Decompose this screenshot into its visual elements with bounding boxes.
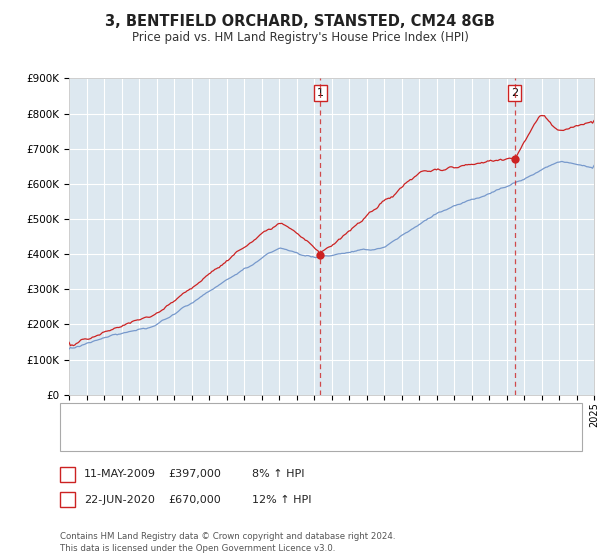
Text: 12% ↑ HPI: 12% ↑ HPI [252, 494, 311, 505]
Text: 8% ↑ HPI: 8% ↑ HPI [252, 469, 305, 479]
Text: 3, BENTFIELD ORCHARD, STANSTED, CM24 8GB (detached house): 3, BENTFIELD ORCHARD, STANSTED, CM24 8GB… [111, 412, 454, 422]
Text: £397,000: £397,000 [168, 469, 221, 479]
Text: 2: 2 [511, 88, 518, 98]
Text: 22-JUN-2020: 22-JUN-2020 [84, 494, 155, 505]
Text: Price paid vs. HM Land Registry's House Price Index (HPI): Price paid vs. HM Land Registry's House … [131, 31, 469, 44]
Text: 1: 1 [64, 469, 71, 479]
Text: Contains HM Land Registry data © Crown copyright and database right 2024.
This d: Contains HM Land Registry data © Crown c… [60, 533, 395, 553]
Text: 11-MAY-2009: 11-MAY-2009 [84, 469, 156, 479]
Text: HPI: Average price, detached house, Uttlesford: HPI: Average price, detached house, Uttl… [111, 434, 355, 444]
Text: 3, BENTFIELD ORCHARD, STANSTED, CM24 8GB: 3, BENTFIELD ORCHARD, STANSTED, CM24 8GB [105, 14, 495, 29]
Text: 2: 2 [64, 494, 71, 505]
Text: 1: 1 [317, 88, 324, 98]
Text: £670,000: £670,000 [168, 494, 221, 505]
